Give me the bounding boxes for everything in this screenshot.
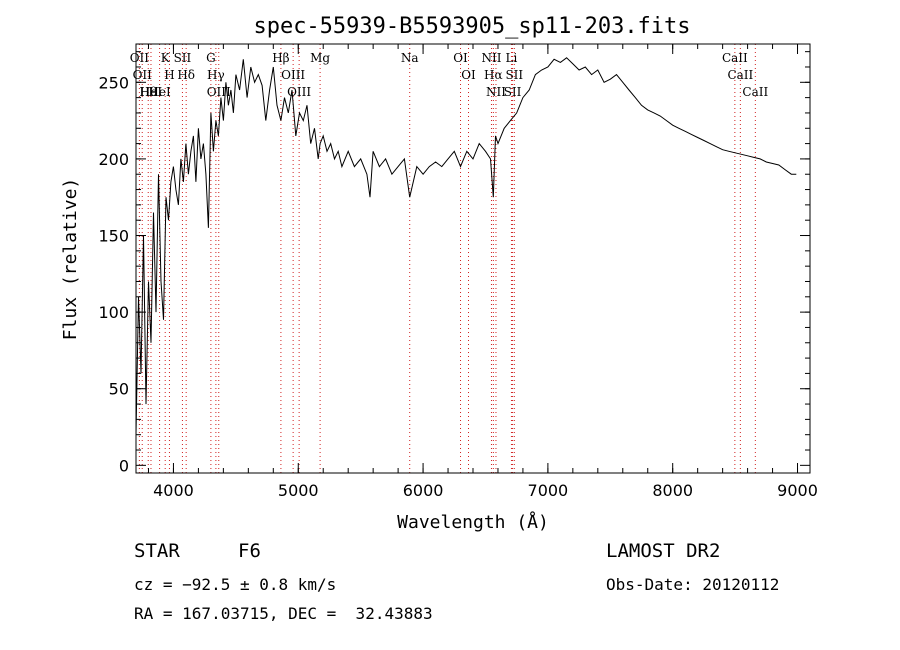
x-tick-label: 9000 bbox=[777, 481, 818, 500]
y-tick-label: 50 bbox=[109, 380, 129, 399]
x-tick-label: 4000 bbox=[153, 481, 194, 500]
line-label: G bbox=[206, 51, 216, 65]
object-class: STAR bbox=[134, 540, 180, 562]
line-label: OIII bbox=[287, 85, 311, 99]
obs-date: Obs-Date: 20120112 bbox=[606, 575, 780, 594]
line-label: CaII bbox=[742, 85, 768, 99]
line-label: Hθ bbox=[139, 85, 157, 99]
x-tick-label: 8000 bbox=[652, 481, 693, 500]
line-label: OII bbox=[130, 51, 150, 65]
line-label: OI bbox=[461, 68, 476, 82]
x-tick-label: 5000 bbox=[278, 481, 319, 500]
line-label: SII bbox=[504, 85, 522, 99]
x-axis-label: Wavelength (Å) bbox=[397, 511, 549, 533]
line-label: CaII bbox=[727, 68, 753, 82]
line-label: SII bbox=[505, 68, 523, 82]
y-tick-label: 250 bbox=[98, 73, 129, 92]
spectrum-series bbox=[135, 57, 797, 435]
line-label: NII bbox=[486, 85, 506, 99]
line-label: OI bbox=[453, 51, 468, 65]
line-label: Hβ bbox=[272, 51, 289, 65]
spectrum-line bbox=[135, 57, 797, 435]
line-label: CaII bbox=[722, 51, 748, 65]
x-tick-label: 7000 bbox=[528, 481, 569, 500]
line-label: NII bbox=[481, 51, 501, 65]
redshift-cz: cz = −92.5 ± 0.8 km/s bbox=[134, 575, 337, 594]
line-label: OIII bbox=[281, 68, 305, 82]
survey-name: LAMOST DR2 bbox=[606, 540, 721, 562]
y-tick-label: 100 bbox=[98, 303, 129, 322]
ra-dec: RA = 167.03715, DEC = 32.43883 bbox=[134, 604, 433, 623]
y-axis-label: Flux (relative) bbox=[60, 178, 81, 341]
line-label: OIII bbox=[207, 85, 231, 99]
y-tick-label: 150 bbox=[98, 227, 129, 246]
line-label: Hα bbox=[484, 68, 503, 82]
axes bbox=[135, 43, 811, 474]
tick-labels: 4000 5000 6000 7000 8000 9000 0 50 100 150 200 250 bbox=[98, 73, 817, 500]
chart-title: spec-55939-B5593905_sp11-203.fits bbox=[253, 14, 690, 39]
y-tick-label: 200 bbox=[98, 150, 129, 169]
line-markers bbox=[138, 44, 756, 473]
line-label: HeI bbox=[148, 85, 171, 99]
plot-frame bbox=[135, 43, 811, 474]
line-labels: OIIOIIHθHeIHeIKHSIIHδGHγOIIIHβOIIIOIIIMg… bbox=[130, 51, 769, 99]
line-label: Mg bbox=[310, 51, 330, 65]
line-label: H bbox=[164, 68, 174, 82]
line-label: HeI bbox=[140, 85, 163, 99]
y-tick-label: 0 bbox=[119, 456, 129, 475]
x-tick-label: 6000 bbox=[403, 481, 444, 500]
line-label: Li bbox=[506, 51, 518, 65]
line-label: Hδ bbox=[177, 68, 195, 82]
line-label: Hγ bbox=[207, 68, 225, 82]
subclass: F6 bbox=[238, 540, 261, 562]
line-label: OII bbox=[133, 68, 153, 82]
line-label: SII bbox=[174, 51, 192, 65]
line-label: Na bbox=[401, 51, 419, 65]
line-label: K bbox=[161, 51, 171, 65]
